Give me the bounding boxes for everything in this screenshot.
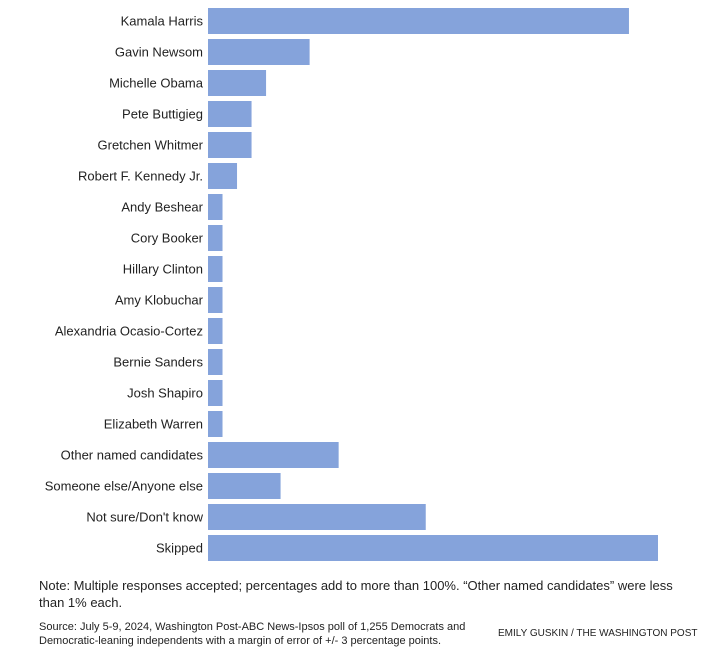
category-label: Hillary Clinton — [123, 262, 203, 277]
bar — [208, 163, 238, 189]
bar — [208, 535, 658, 561]
bar — [208, 8, 629, 34]
category-label: Bernie Sanders — [113, 355, 203, 370]
bar — [208, 411, 223, 437]
bar — [208, 70, 267, 96]
category-label: Elizabeth Warren — [104, 417, 203, 432]
category-label: Kamala Harris — [121, 14, 204, 29]
category-label: Alexandria Ocasio-Cortez — [55, 324, 203, 339]
chart-credit: EMILY GUSKIN / THE WASHINGTON POST — [498, 628, 698, 639]
category-label: Michelle Obama — [109, 76, 204, 91]
category-label: Skipped — [156, 541, 203, 556]
category-label: Gavin Newsom — [115, 45, 203, 60]
category-label: Cory Booker — [131, 231, 204, 246]
bar — [208, 39, 310, 65]
category-label: Josh Shapiro — [127, 386, 203, 401]
bar — [208, 473, 281, 499]
chart-source: Source: July 5-9, 2024, Washington Post-… — [39, 621, 466, 647]
bar — [208, 349, 223, 375]
bars — [208, 8, 658, 561]
bar — [208, 380, 223, 406]
bar — [208, 194, 223, 220]
category-label: Pete Buttigieg — [122, 107, 203, 122]
bar — [208, 287, 223, 313]
category-label: Andy Beshear — [121, 200, 203, 215]
bar — [208, 504, 426, 530]
category-label: Not sure/Don't know — [86, 510, 203, 525]
category-label: Robert F. Kennedy Jr. — [78, 169, 203, 184]
bar — [208, 256, 223, 282]
bar — [208, 225, 223, 251]
bar — [208, 132, 252, 158]
category-label: Someone else/Anyone else — [45, 479, 203, 494]
bar-chart: Kamala Harris Gavin Newsom Michelle Obama P… — [45, 8, 658, 561]
bar — [208, 442, 339, 468]
category-label: Amy Klobuchar — [115, 293, 204, 308]
category-label: Other named candidates — [61, 448, 204, 463]
bar — [208, 318, 223, 344]
category-label: Gretchen Whitmer — [98, 138, 204, 153]
category-labels: Kamala Harris Gavin Newsom Michelle Obama P… — [45, 14, 204, 556]
bar — [208, 101, 252, 127]
chart-note: Note: Multiple responses accepted; perce… — [39, 578, 673, 610]
